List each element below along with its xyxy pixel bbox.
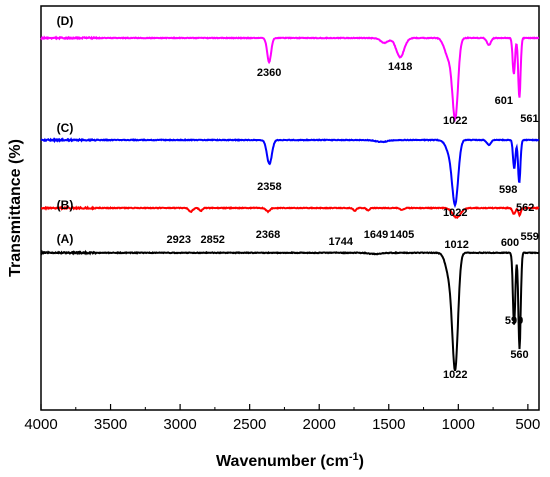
peak-label: 1405 [390, 229, 414, 241]
peak-label: 601 [495, 95, 513, 107]
x-tick-label: 3000 [163, 416, 196, 433]
x-axis-label: Wavenumber (cm-1) [216, 451, 364, 470]
series-name-label: (B) [57, 198, 74, 212]
x-axis-label-close: ) [359, 453, 364, 470]
series-line-3 [40, 137, 540, 209]
peak-label: 599 [505, 315, 523, 327]
peak-label: 1418 [388, 61, 412, 73]
x-tick-label: 1500 [372, 416, 405, 433]
peak-label: 1022 [443, 115, 467, 127]
peak-label: 2368 [256, 229, 280, 241]
x-tick-label: 500 [515, 416, 540, 433]
x-tick-label: 2000 [303, 416, 336, 433]
peak-label: 1022 [443, 369, 467, 381]
peak-label: 1649 [364, 229, 388, 241]
x-axis: 4000 3500 3000 2500 2000 1500 1000 500 [24, 404, 540, 433]
peak-label: 598 [499, 184, 517, 196]
peak-label: 562 [516, 202, 534, 214]
series-name-label: (C) [57, 121, 74, 135]
series-line-4 [40, 35, 540, 123]
series-name-label: (A) [57, 232, 74, 246]
x-axis-label-superscript: -1 [349, 451, 359, 463]
y-axis-label: Transmittance (%) [7, 139, 24, 277]
peak-label: 2923 [167, 234, 191, 246]
peak-label: 600 [501, 237, 519, 249]
peak-label: 1744 [329, 236, 354, 248]
x-axis-label-text: Wavenumber (cm [216, 453, 349, 470]
peak-label: 2360 [257, 67, 281, 79]
x-tick-label: 4000 [24, 416, 57, 433]
series-layer [40, 35, 540, 371]
peak-label: 561 [520, 113, 538, 125]
x-tick-label: 1000 [442, 416, 475, 433]
series-line-1 [40, 249, 540, 371]
labels-layer: (A) 1022 599 560 (B) 2923 2852 2368 1744 1649 1405… [57, 14, 539, 381]
series-name-label: (D) [57, 14, 74, 28]
peak-label: 1022 [443, 207, 467, 219]
x-tick-label: 2500 [233, 416, 266, 433]
peak-label: 559 [521, 231, 539, 243]
peak-label: 2852 [200, 234, 224, 246]
x-tick-label: 3500 [94, 416, 127, 433]
peak-label: 560 [510, 349, 528, 361]
peak-label: 1012 [444, 239, 468, 251]
peak-label: 2358 [257, 181, 281, 193]
series-line-2 [40, 205, 540, 220]
